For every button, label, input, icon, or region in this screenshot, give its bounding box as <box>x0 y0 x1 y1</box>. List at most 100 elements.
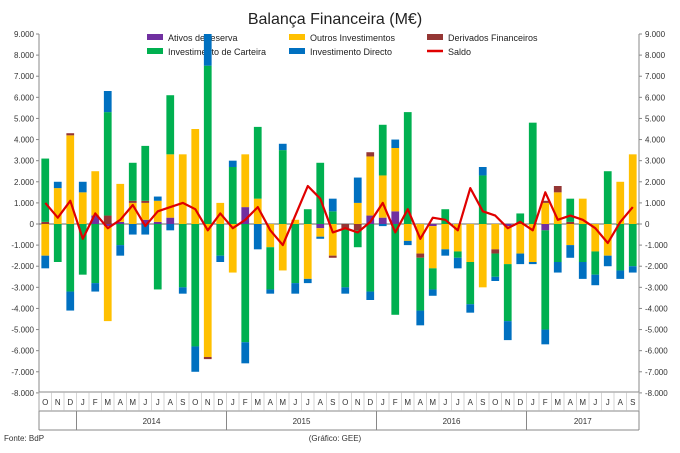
y-tick-label-left: 3.000 <box>14 157 35 166</box>
bar-segment <box>553 224 562 262</box>
bar-segment <box>503 224 512 227</box>
year-label: 2014 <box>143 417 161 426</box>
bar-segment <box>603 171 612 224</box>
bar-segment <box>203 357 212 360</box>
y-tick-label-right: -4.000 <box>645 304 668 313</box>
bar-segment <box>353 224 362 231</box>
bar-segment <box>303 209 312 224</box>
bar-segment <box>428 289 437 296</box>
bar-segment <box>128 202 137 224</box>
bar-segment <box>578 262 587 279</box>
x-tick-label: J <box>531 398 535 407</box>
bar-segment <box>441 209 450 224</box>
bar-segment <box>91 171 100 216</box>
x-tick-label: D <box>367 398 373 407</box>
bar-segment <box>228 224 237 273</box>
x-tick-label: D <box>67 398 73 407</box>
bar-segment <box>153 224 162 290</box>
bar-segment <box>328 224 337 256</box>
bar-segment <box>116 245 125 256</box>
bar-segment <box>341 228 350 288</box>
legend-swatch <box>147 48 163 54</box>
bar-segment <box>103 226 112 322</box>
bar-segment <box>403 240 412 246</box>
y-tick-label-right: -8.000 <box>645 389 668 398</box>
y-tick-label-left: 7.000 <box>14 72 35 81</box>
bar-segment <box>353 230 362 248</box>
bar-segment <box>316 228 325 237</box>
bar-segment <box>266 247 275 290</box>
bar-segment <box>141 145 150 201</box>
bar-segment <box>503 226 512 265</box>
bar-segment <box>441 224 450 250</box>
bar-segment <box>316 162 325 224</box>
x-tick-label: A <box>568 398 574 407</box>
bar-segment <box>91 283 100 292</box>
legend-swatch <box>289 34 305 40</box>
y-axis-left: 9.000 8.000 7.000 6.000 5.000 4.000 3.000 2.000… <box>11 30 39 398</box>
bar-segment <box>553 262 562 273</box>
bar-segment <box>603 224 612 256</box>
bar-segment <box>291 219 300 224</box>
x-tick-label: A <box>418 398 424 407</box>
bar-segment <box>103 112 112 216</box>
bar-segment <box>403 224 412 241</box>
bar-segment <box>253 198 262 224</box>
y-tick-label-right: -2.000 <box>645 262 668 271</box>
bar-segment <box>266 224 275 248</box>
x-tick-label: O <box>42 398 48 407</box>
bar-segment <box>303 224 312 279</box>
bar-segment <box>591 274 600 286</box>
bar-segment <box>103 215 112 224</box>
bar-segment <box>416 310 425 326</box>
x-tick-label: N <box>205 398 211 407</box>
bar-segment <box>391 148 400 212</box>
x-tick-label: M <box>404 398 411 407</box>
bar-segment <box>378 175 387 218</box>
x-tick-label: S <box>480 398 485 407</box>
legend-label: Investimento Directo <box>310 47 392 57</box>
bar-segment <box>78 192 87 224</box>
bar-segment <box>503 321 512 341</box>
x-tick-label: J <box>81 398 85 407</box>
bar-segment <box>141 202 150 220</box>
bar-segment <box>566 224 575 246</box>
y-tick-label-right: 3.000 <box>645 157 666 166</box>
y-tick-label-right: -3.000 <box>645 283 668 292</box>
source-label: Fonte: BdP <box>4 434 44 443</box>
legend-label: Investimento de Carteira <box>168 47 266 57</box>
y-tick-label-right: -6.000 <box>645 347 668 356</box>
bar-segment <box>578 224 587 262</box>
bar-segment <box>78 224 87 275</box>
legend-label: Derivados Financeiros <box>448 33 538 43</box>
bar-segment <box>478 175 487 224</box>
y-tick-label-left: 6.000 <box>14 93 35 102</box>
bar-segment <box>541 202 550 224</box>
chart-title: Balança Financeira (M€) <box>248 11 422 28</box>
bar-segment <box>453 224 462 252</box>
bar-segment <box>353 177 362 203</box>
bar-segment <box>291 224 300 284</box>
x-tick-label: J <box>381 398 385 407</box>
x-tick-label: J <box>156 398 160 407</box>
x-tick-label: O <box>342 398 348 407</box>
bar-segment <box>53 188 62 224</box>
x-tick-label: M <box>579 398 586 407</box>
bar-segment <box>291 283 300 294</box>
bar-segment <box>491 224 500 250</box>
bar-segment <box>116 224 125 246</box>
bar-series <box>41 34 637 372</box>
y-tick-label-right: -7.000 <box>645 368 668 377</box>
bar-segment <box>316 224 325 229</box>
bar-segment <box>566 198 575 222</box>
bar-segment <box>378 224 387 227</box>
y-tick-label-right: 7.000 <box>645 72 666 81</box>
legend-swatch <box>427 34 443 40</box>
bar-segment <box>141 219 150 224</box>
bar-segment <box>628 154 637 224</box>
y-tick-label-left: -3.000 <box>11 283 34 292</box>
x-tick-label: N <box>355 398 361 407</box>
